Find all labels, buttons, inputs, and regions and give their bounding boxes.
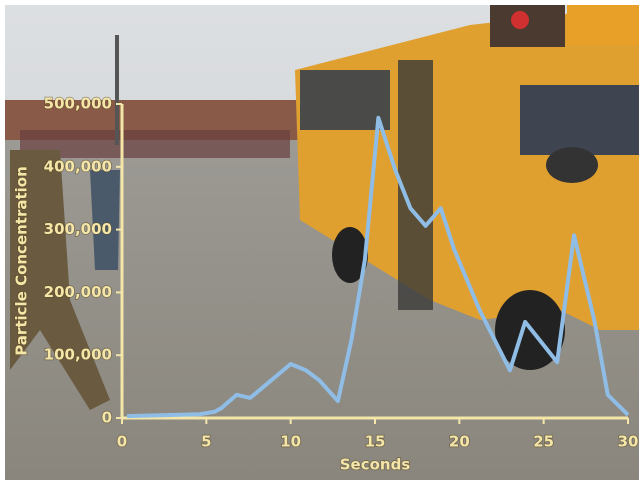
y-tick-label: 500,000 bbox=[44, 95, 112, 113]
x-tick-label: 25 bbox=[533, 433, 554, 451]
background-photo bbox=[0, 0, 641, 484]
x-tick-label: 30 bbox=[618, 433, 639, 451]
x-tick-label: 5 bbox=[201, 433, 211, 451]
x-tick-label: 10 bbox=[280, 433, 301, 451]
y-tick-label: 0 bbox=[102, 409, 112, 427]
y-tick-label: 400,000 bbox=[44, 157, 112, 175]
x-tick-label: 0 bbox=[117, 433, 127, 451]
x-tick-label: 20 bbox=[449, 433, 470, 451]
x-axis-label: Seconds bbox=[340, 456, 411, 474]
chart: Seconds Particle Concentration 0 100,000 2… bbox=[0, 0, 641, 484]
x-tick-label: 15 bbox=[365, 433, 386, 451]
y-tick-label: 300,000 bbox=[44, 220, 112, 238]
y-axis-label: Particle Concentration bbox=[13, 166, 31, 356]
y-tick-label: 100,000 bbox=[44, 346, 112, 364]
y-tick-label: 200,000 bbox=[44, 283, 112, 301]
